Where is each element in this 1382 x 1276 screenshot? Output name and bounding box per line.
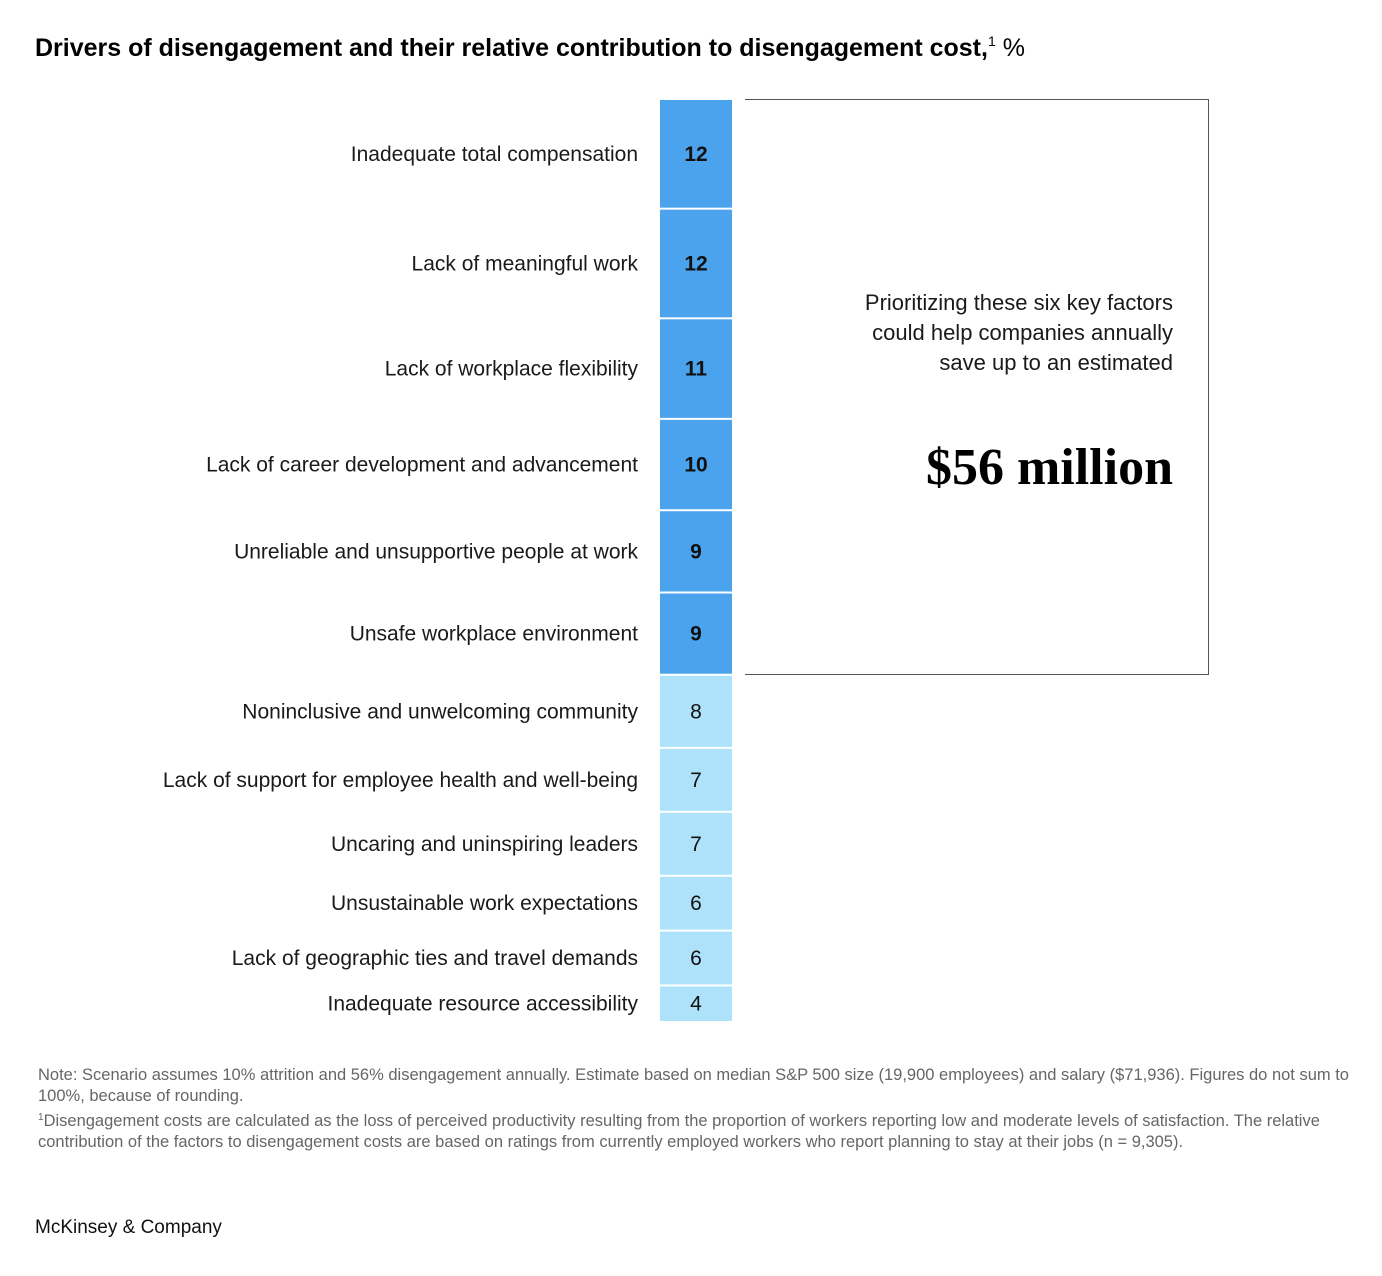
chart-title-text: Drivers of disengagement and their relat… — [35, 34, 988, 62]
data-label: 10 — [684, 454, 707, 477]
bar-segment — [660, 419, 732, 510]
footnote-text: Disengagement costs are calculated as th… — [38, 1112, 1320, 1151]
bar-segment — [660, 593, 732, 674]
category-label: Inadequate resource accessibility — [327, 993, 638, 1016]
bar-segment — [660, 812, 732, 875]
footnote: 1Disengagement costs are calculated as t… — [38, 1107, 1358, 1153]
chart-title: Drivers of disengagement and their relat… — [35, 33, 1025, 63]
bar-segment — [660, 675, 732, 747]
category-label: Noninclusive and unwelcoming community — [242, 700, 638, 723]
category-label: Inadequate total compensation — [351, 143, 638, 166]
data-label: 6 — [690, 947, 702, 970]
category-label: Lack of support for employee health and … — [163, 769, 638, 792]
data-label: 4 — [690, 993, 702, 1016]
data-label: 9 — [690, 540, 702, 563]
callout-text: Prioritizing these six key factors could… — [864, 290, 1173, 375]
bar-segment — [660, 100, 732, 208]
savings-callout-box: Prioritizing these six key factors could… — [745, 99, 1209, 675]
data-label: 12 — [684, 143, 707, 166]
category-label: Unreliable and unsupportive people at wo… — [234, 540, 638, 563]
stacked-column-chart: 12 Inadequate total compensation 12 Lack of… — [163, 100, 732, 1021]
title-unit: % — [1002, 34, 1025, 62]
bar-segment — [660, 319, 732, 418]
data-label: 9 — [690, 623, 702, 646]
category-label: Lack of workplace flexibility — [385, 358, 639, 381]
bar-segment — [660, 986, 732, 1021]
data-label: 8 — [690, 700, 702, 723]
bar-segment — [660, 209, 732, 318]
category-label: Uncaring and uninspiring leaders — [331, 833, 638, 856]
data-label: 6 — [690, 892, 702, 915]
data-label: 7 — [690, 833, 702, 856]
data-label: 12 — [684, 252, 707, 275]
callout-amount: $56 million — [925, 439, 1173, 496]
chart-notes: Note: Scenario assumes 10% attrition and… — [38, 1065, 1358, 1153]
bar-segment — [660, 876, 732, 930]
bar-segment — [660, 931, 732, 985]
note-text: Note: Scenario assumes 10% attrition and… — [38, 1066, 1349, 1105]
category-label: Unsafe workplace environment — [350, 623, 638, 646]
title-footnote-ref: 1 — [987, 33, 996, 49]
brand-logo-text: McKinsey & Company — [35, 1217, 222, 1238]
data-label: 11 — [685, 358, 708, 381]
category-label: Lack of geographic ties and travel deman… — [232, 947, 638, 970]
category-label: Unsustainable work expectations — [331, 892, 638, 915]
footnote-mark: 1 — [38, 1112, 44, 1123]
data-label: 7 — [690, 769, 702, 792]
bar-segment — [660, 511, 732, 592]
category-label: Lack of career development and advanceme… — [206, 454, 638, 477]
bar-segment — [660, 748, 732, 811]
category-label: Lack of meaningful work — [412, 252, 639, 275]
